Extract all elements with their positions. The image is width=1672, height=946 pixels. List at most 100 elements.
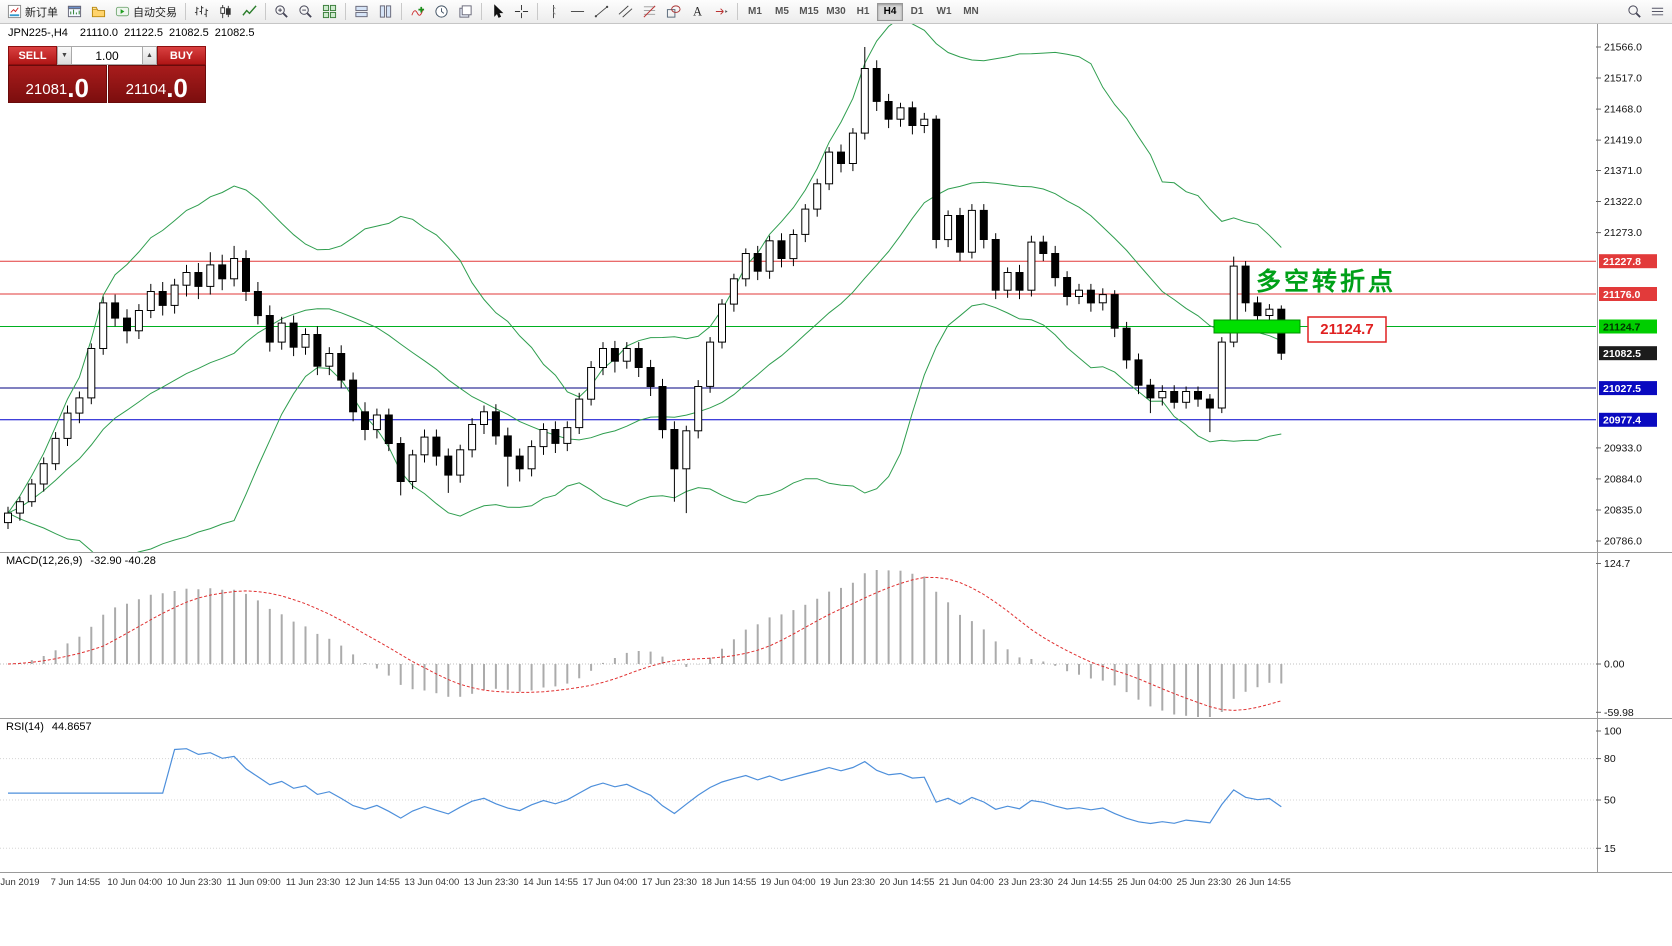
bar-chart-button[interactable] (190, 1, 213, 22)
candle (1146, 378, 1155, 414)
candle (718, 299, 726, 349)
volume-input[interactable] (72, 46, 142, 65)
sell-button[interactable]: SELL (8, 46, 57, 65)
timeframe-h4[interactable]: H4 (877, 2, 903, 21)
candle (527, 440, 536, 477)
candle (575, 392, 584, 434)
time-axis-label: 20 Jun 14:55 (880, 877, 935, 888)
buy-button[interactable]: BUY (157, 46, 206, 65)
candle (932, 115, 941, 249)
text-tool-button[interactable]: A (686, 1, 709, 22)
candle (134, 304, 143, 339)
zoom-out-icon (298, 4, 313, 19)
candle (242, 250, 250, 301)
equidistant-channel-button[interactable] (614, 1, 637, 22)
horizontal-line-button[interactable] (566, 1, 589, 22)
arrange-vertical-icon (354, 4, 369, 19)
candle (420, 429, 429, 463)
new-order-button[interactable]: 新订单 (3, 1, 62, 22)
axis-tick-label: 20786.0 (1604, 536, 1642, 548)
candle (1205, 394, 1214, 433)
menu-button[interactable] (1646, 1, 1669, 22)
candle (349, 372, 358, 422)
timeframe-w1[interactable]: W1 (931, 3, 957, 21)
price-badge-label: 21027.5 (1603, 383, 1641, 395)
volume-down-button[interactable]: ▼ (57, 46, 72, 65)
bar-chart-icon (194, 4, 209, 19)
search-button[interactable] (1623, 1, 1646, 22)
symbol-info: JPN225-,H4 21110.0 21122.5 21082.5 21082.5 (8, 27, 255, 39)
time-axis-label: 13 Jun 04:00 (404, 877, 459, 888)
arrows-button[interactable] (710, 1, 733, 22)
tile-windows-button[interactable] (318, 1, 341, 22)
macd-signal-line (7, 576, 1282, 711)
price-callout-box[interactable] (1307, 316, 1387, 343)
zoom-in-button[interactable] (270, 1, 293, 22)
fibonacci-button[interactable] (638, 1, 661, 22)
candlestick-chart-button[interactable] (214, 1, 237, 22)
candle (396, 437, 405, 496)
candlestick-icon (218, 4, 233, 19)
timeframe-mn[interactable]: MN (958, 3, 984, 21)
line-chart-button[interactable] (238, 1, 261, 22)
arrange-horizontal-button[interactable] (374, 1, 397, 22)
cursor-button[interactable] (486, 1, 509, 22)
candle (1158, 385, 1167, 406)
axis-tick-label: -59.98 (1604, 707, 1634, 719)
vertical-line-button[interactable] (542, 1, 565, 22)
autotrading-button[interactable]: 自动交易 (111, 1, 181, 22)
tile-windows-icon (322, 4, 337, 19)
chart-region[interactable]: 21566.0 21517.0 21468.0 21419.0 21371.0 21322… (0, 24, 1672, 946)
timeframe-h1[interactable]: H1 (850, 3, 876, 21)
candle (87, 343, 96, 405)
candle (111, 294, 120, 327)
trendline-button[interactable] (590, 1, 613, 22)
time-axis-label: 5 Jun 2019 (0, 877, 40, 888)
timeframe-m30[interactable]: M30 (823, 3, 849, 21)
macd-label: MACD(12,26,9) -32.90 -40.28 (6, 555, 156, 567)
candle (967, 204, 976, 259)
timeframe-d1[interactable]: D1 (904, 3, 930, 21)
highlight-rectangle[interactable] (1213, 319, 1301, 334)
candle (920, 112, 929, 134)
timeframe-m15[interactable]: M15 (796, 3, 822, 21)
rsi-label: RSI(14) 44.8657 (6, 721, 92, 733)
axis-tick-label: 21517.0 (1604, 73, 1642, 85)
candle (1122, 321, 1131, 369)
buy-price[interactable]: 21104.0 (107, 65, 206, 103)
candle (682, 425, 691, 514)
volume-up-button[interactable]: ▲ (142, 46, 157, 65)
zoom-out-button[interactable] (294, 1, 317, 22)
chart-canvas[interactable]: 21566.0 21517.0 21468.0 21419.0 21371.0 21322… (0, 24, 1672, 946)
bollinger-lower-line (7, 303, 1282, 552)
timeframe-m1[interactable]: M1 (742, 3, 768, 21)
rsi-panel (0, 748, 1596, 849)
candle (837, 144, 845, 173)
cursor-icon (490, 4, 505, 19)
annotation-text[interactable]: 多空转折点 (1256, 267, 1396, 296)
trade-panel-controls: SELL ▼ ▲ BUY (8, 46, 206, 65)
candle (753, 245, 762, 281)
price-badge-label: 21124.7 (1603, 321, 1641, 333)
candle (63, 405, 72, 446)
chart-window-button[interactable] (63, 1, 86, 22)
crosshair-button[interactable] (510, 1, 533, 22)
time-axis-label: 10 Jun 04:00 (107, 877, 162, 888)
axis-tick-label: 0.00 (1604, 659, 1625, 671)
candle (491, 404, 500, 445)
timeframe-m5[interactable]: M5 (769, 3, 795, 21)
axis-tick-label: 21468.0 (1604, 104, 1642, 116)
price-badge (1599, 287, 1657, 301)
candle (587, 361, 596, 406)
candle (468, 418, 477, 458)
price-badge-label: 21176.0 (1603, 289, 1641, 301)
profiles-button[interactable] (87, 1, 110, 22)
arrange-vertical-button[interactable] (350, 1, 373, 22)
templates-button[interactable] (454, 1, 477, 22)
periods-button[interactable] (430, 1, 453, 22)
indicators-button[interactable] (406, 1, 429, 22)
sell-price[interactable]: 21081.0 (8, 65, 107, 103)
toolbar-separator (265, 3, 266, 20)
shapes-button[interactable] (662, 1, 685, 22)
candle (313, 326, 322, 376)
